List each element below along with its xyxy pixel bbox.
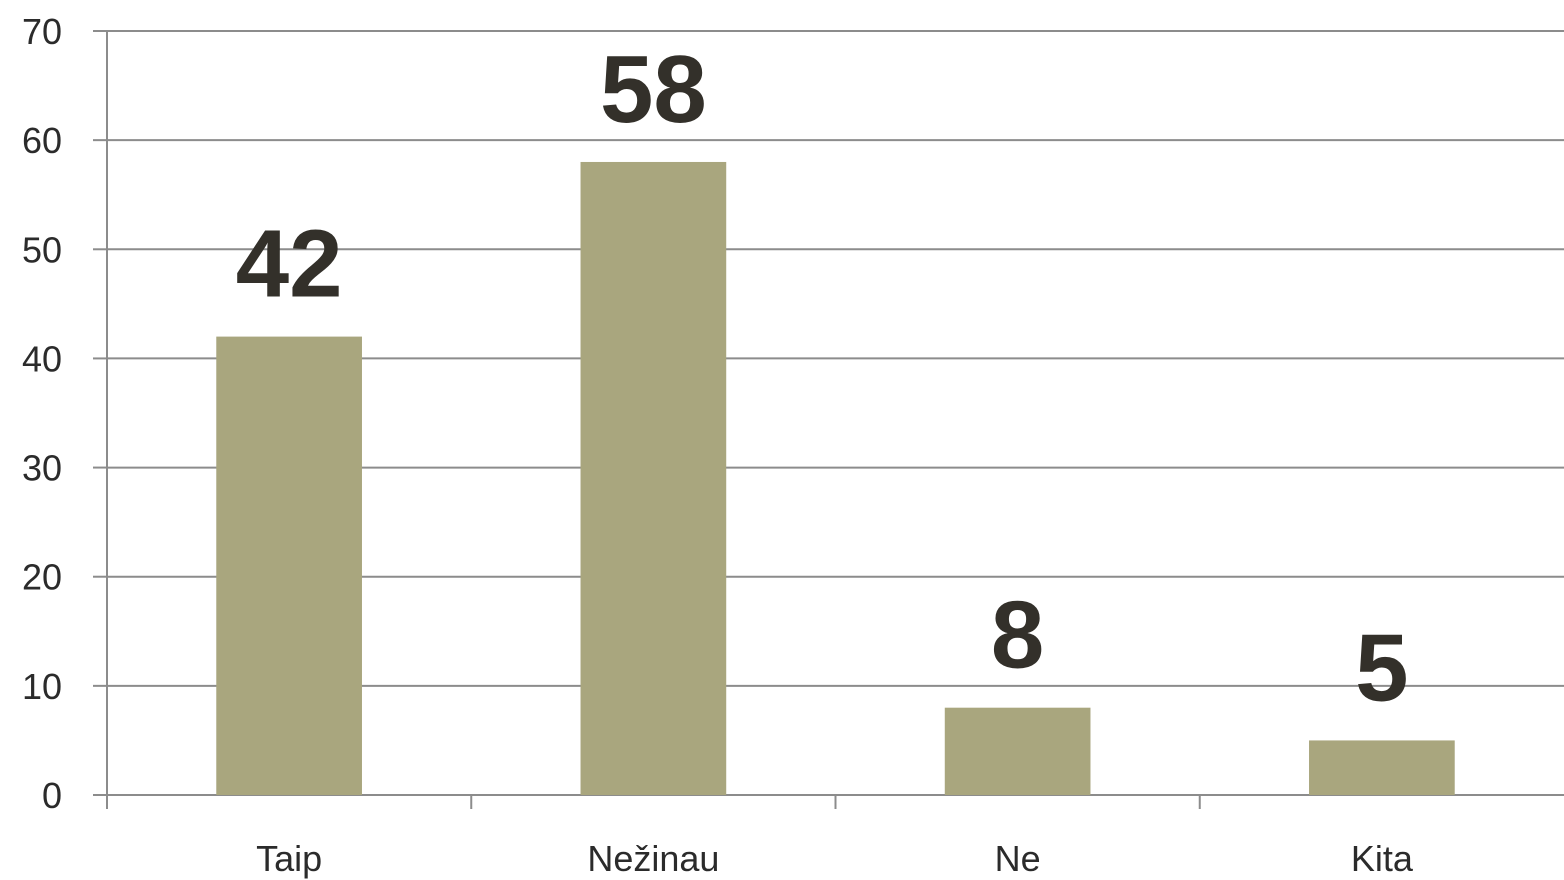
bar	[216, 336, 362, 795]
data-label: 5	[1355, 614, 1408, 721]
data-label: 42	[236, 211, 343, 318]
y-tick-label: 70	[22, 11, 62, 52]
x-tick-label: Ne	[995, 838, 1041, 879]
y-tick-label: 60	[22, 120, 62, 161]
x-tick-label: Taip	[256, 838, 322, 879]
data-label: 58	[600, 36, 707, 143]
bar	[944, 707, 1091, 795]
bar	[580, 161, 727, 795]
data-label: 8	[991, 582, 1044, 689]
y-tick-label: 20	[22, 557, 62, 598]
x-tick-label: Nežinau	[587, 838, 719, 879]
y-tick-label: 0	[42, 775, 62, 816]
y-tick-label: 40	[22, 338, 62, 379]
y-tick-label: 50	[22, 229, 62, 270]
bar	[1309, 740, 1455, 795]
x-tick-label: Kita	[1351, 838, 1414, 879]
y-tick-label: 30	[22, 448, 62, 489]
y-tick-label: 10	[22, 666, 62, 707]
